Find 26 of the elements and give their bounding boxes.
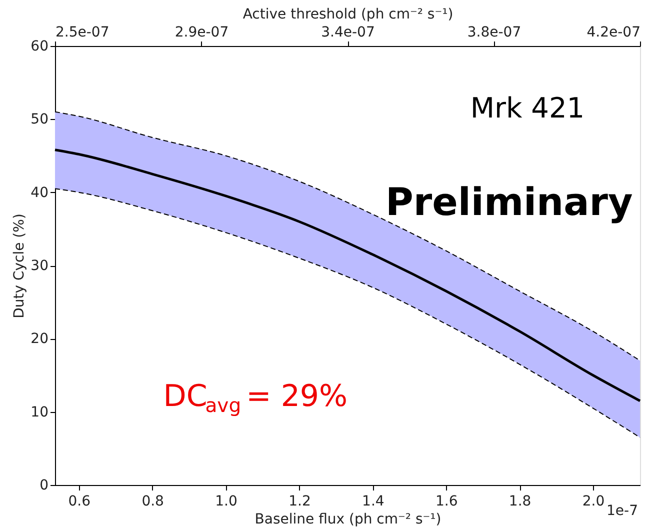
y-tick-label: 50	[30, 112, 48, 128]
x2-tick-label: 2.5e-07	[56, 24, 110, 40]
x-tick-label: 1.8	[508, 494, 532, 510]
x-tick-label: 0.6	[68, 494, 91, 510]
y-tick-label: 10	[30, 404, 48, 420]
x2-axis-title: Active threshold (ph cm⁻² s⁻¹)	[242, 6, 454, 22]
y-tick-label: 30	[30, 258, 48, 274]
x-tick-label: 1.4	[362, 494, 384, 510]
x2-tick-label: 4.2e-07	[586, 24, 640, 40]
y-tick-label: 0	[40, 478, 48, 494]
y-tick-label: 40	[30, 184, 48, 201]
y-axis-title: Duty Cycle (%)	[12, 214, 28, 318]
annotation: Mrk 421	[470, 92, 585, 125]
x-tick-label: 1.2	[288, 494, 311, 510]
x-axis-title: Baseline flux (ph cm⁻² s⁻¹)	[254, 512, 442, 528]
x-tick-label: 0.8	[142, 494, 164, 510]
x-tick-label: 1.6	[435, 494, 458, 510]
text: 1e-7	[606, 503, 638, 519]
x2-tick-label: 2.9e-07	[174, 24, 229, 40]
y-tick-label: 60	[30, 38, 48, 54]
x2-tick-label: 3.4e-07	[321, 24, 375, 40]
y-tick-label: 20	[30, 331, 48, 348]
x-tick-label: 2.0	[582, 494, 605, 510]
annotation: Preliminary	[386, 180, 633, 224]
x2-tick-label: 3.8e-07	[467, 24, 522, 40]
x-tick-label: 1.0	[215, 494, 238, 510]
